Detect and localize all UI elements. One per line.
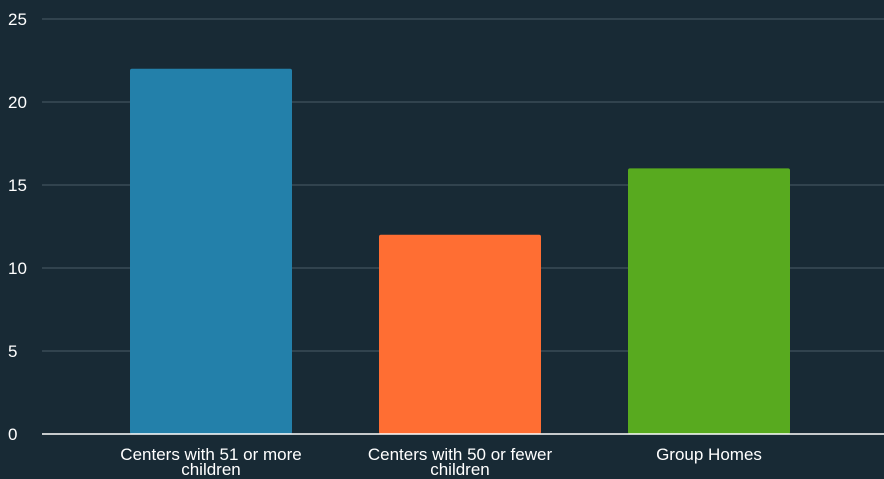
bar-3 xyxy=(628,168,790,434)
bar-1 xyxy=(130,68,292,435)
y-tick-label-20: 20 xyxy=(8,93,27,112)
y-tick-label-5: 5 xyxy=(8,342,17,361)
x-tick-label-2-line-2: children xyxy=(430,460,490,479)
x-tick-label-1-line-2: children xyxy=(181,460,241,479)
y-tick-label-25: 25 xyxy=(8,10,27,29)
bar-2 xyxy=(379,234,541,434)
y-tick-label-0: 0 xyxy=(8,425,17,444)
bars xyxy=(130,68,790,435)
y-axis-ticks: 0 5 10 15 20 25 xyxy=(8,10,27,444)
x-tick-label-1-line-1: Centers with 51 or more xyxy=(120,445,301,464)
x-tick-label-3-line-1: Group Homes xyxy=(656,445,762,464)
y-tick-label-10: 10 xyxy=(8,259,27,278)
y-tick-label-15: 15 xyxy=(8,176,27,195)
x-tick-label-2-line-1: Centers with 50 or fewer xyxy=(368,445,553,464)
